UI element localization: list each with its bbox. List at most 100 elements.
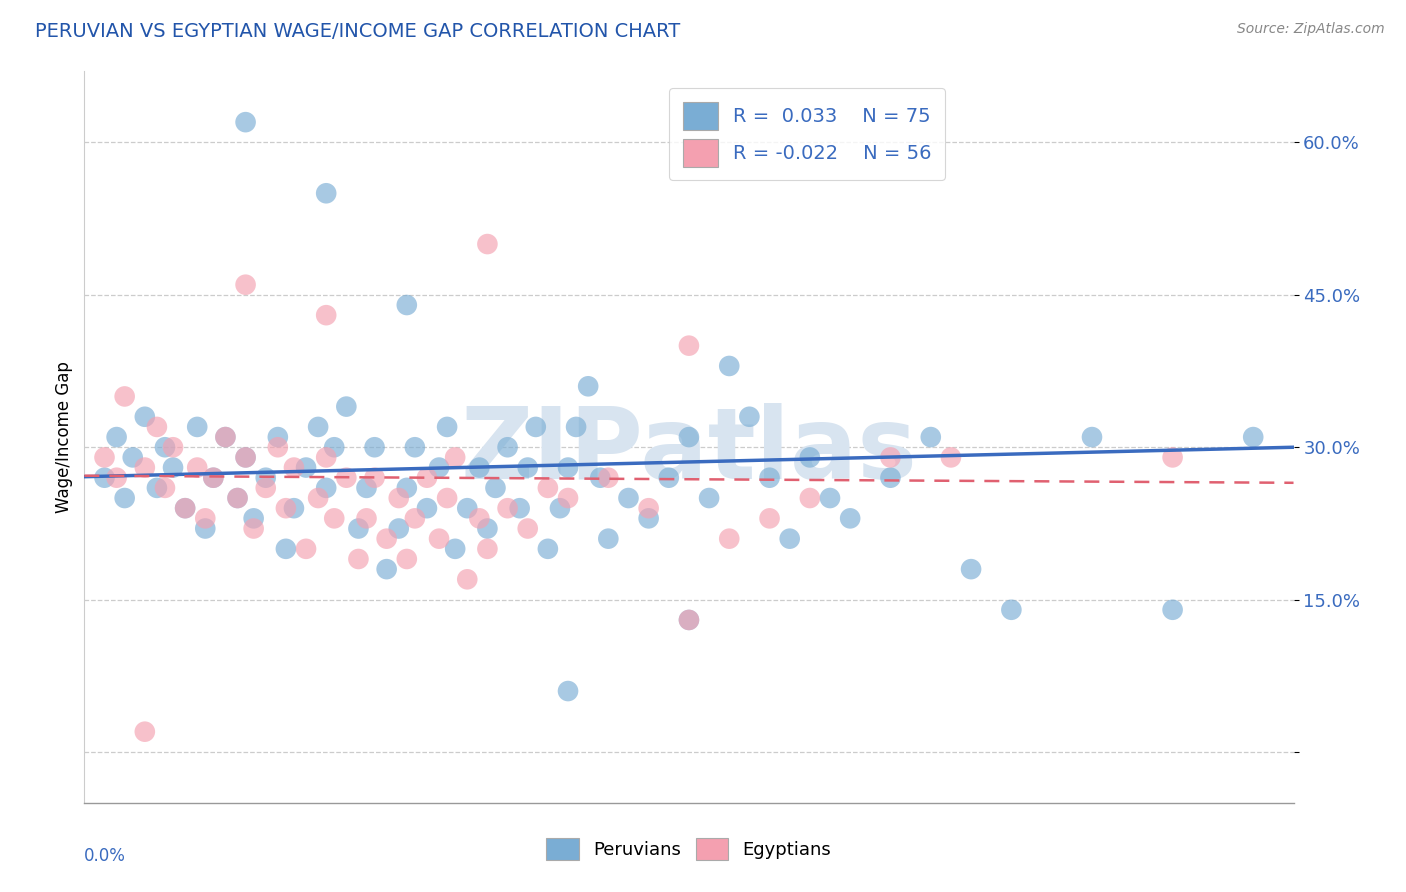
Point [444, 450, 467, 465]
Point [242, 511, 264, 525]
Point [496, 501, 519, 516]
Point [557, 684, 579, 698]
Point [879, 450, 901, 465]
Point [375, 532, 398, 546]
Point [395, 481, 418, 495]
Text: ZIPatlas: ZIPatlas [461, 403, 917, 500]
Point [315, 186, 337, 201]
Point [174, 501, 197, 516]
Point [295, 460, 318, 475]
Point [718, 532, 741, 546]
Text: Source: ZipAtlas.com: Source: ZipAtlas.com [1237, 22, 1385, 37]
Point [214, 430, 236, 444]
Point [335, 471, 357, 485]
Point [1161, 603, 1184, 617]
Point [214, 430, 236, 444]
Point [162, 460, 184, 475]
Point [960, 562, 983, 576]
Point [404, 511, 426, 525]
Point [496, 440, 519, 454]
Point [295, 541, 318, 556]
Point [1161, 450, 1184, 465]
Point [388, 521, 411, 535]
Point [456, 572, 478, 586]
Point [267, 440, 290, 454]
Point [537, 541, 560, 556]
Point [1000, 603, 1022, 617]
Point [134, 724, 156, 739]
Point [114, 491, 136, 505]
Point [395, 552, 418, 566]
Point [356, 481, 378, 495]
Point [242, 521, 264, 535]
Point [323, 511, 346, 525]
Point [818, 491, 841, 505]
Point [436, 420, 458, 434]
Point [254, 481, 277, 495]
Point [779, 532, 801, 546]
Point [509, 501, 531, 516]
Point [758, 511, 780, 525]
Point [202, 471, 225, 485]
Point [678, 339, 700, 353]
Point [416, 501, 439, 516]
Point [186, 460, 208, 475]
Point [598, 532, 620, 546]
Point [678, 613, 700, 627]
Legend: Peruvians, Egyptians: Peruvians, Egyptians [540, 830, 838, 867]
Point [395, 298, 418, 312]
Point [444, 541, 467, 556]
Point [920, 430, 942, 444]
Y-axis label: Wage/Income Gap: Wage/Income Gap [55, 361, 73, 513]
Point [537, 481, 560, 495]
Point [363, 440, 385, 454]
Point [356, 511, 378, 525]
Point [799, 450, 821, 465]
Point [589, 471, 612, 485]
Point [678, 613, 700, 627]
Point [274, 501, 297, 516]
Point [477, 237, 499, 252]
Point [283, 460, 305, 475]
Point [1241, 430, 1264, 444]
Point [146, 481, 169, 495]
Point [186, 420, 208, 434]
Point [404, 440, 426, 454]
Point [226, 491, 249, 505]
Point [617, 491, 640, 505]
Point [202, 471, 225, 485]
Point [315, 308, 337, 322]
Point [347, 552, 370, 566]
Point [93, 450, 115, 465]
Point [557, 460, 579, 475]
Point [134, 460, 156, 475]
Point [194, 521, 217, 535]
Point [375, 562, 398, 576]
Point [557, 491, 579, 505]
Point [174, 501, 197, 516]
Point [235, 277, 257, 292]
Point [548, 501, 571, 516]
Point [718, 359, 741, 373]
Point [235, 115, 257, 129]
Point [134, 409, 156, 424]
Point [267, 430, 290, 444]
Point [93, 471, 115, 485]
Point [235, 450, 257, 465]
Point [477, 541, 499, 556]
Point [153, 440, 176, 454]
Point [235, 450, 257, 465]
Point [274, 541, 297, 556]
Point [738, 409, 761, 424]
Point [697, 491, 720, 505]
Point [146, 420, 169, 434]
Point [427, 460, 450, 475]
Point [427, 532, 450, 546]
Point [335, 400, 357, 414]
Point [283, 501, 305, 516]
Point [468, 511, 491, 525]
Point [637, 511, 659, 525]
Point [388, 491, 411, 505]
Point [1081, 430, 1104, 444]
Point [153, 481, 176, 495]
